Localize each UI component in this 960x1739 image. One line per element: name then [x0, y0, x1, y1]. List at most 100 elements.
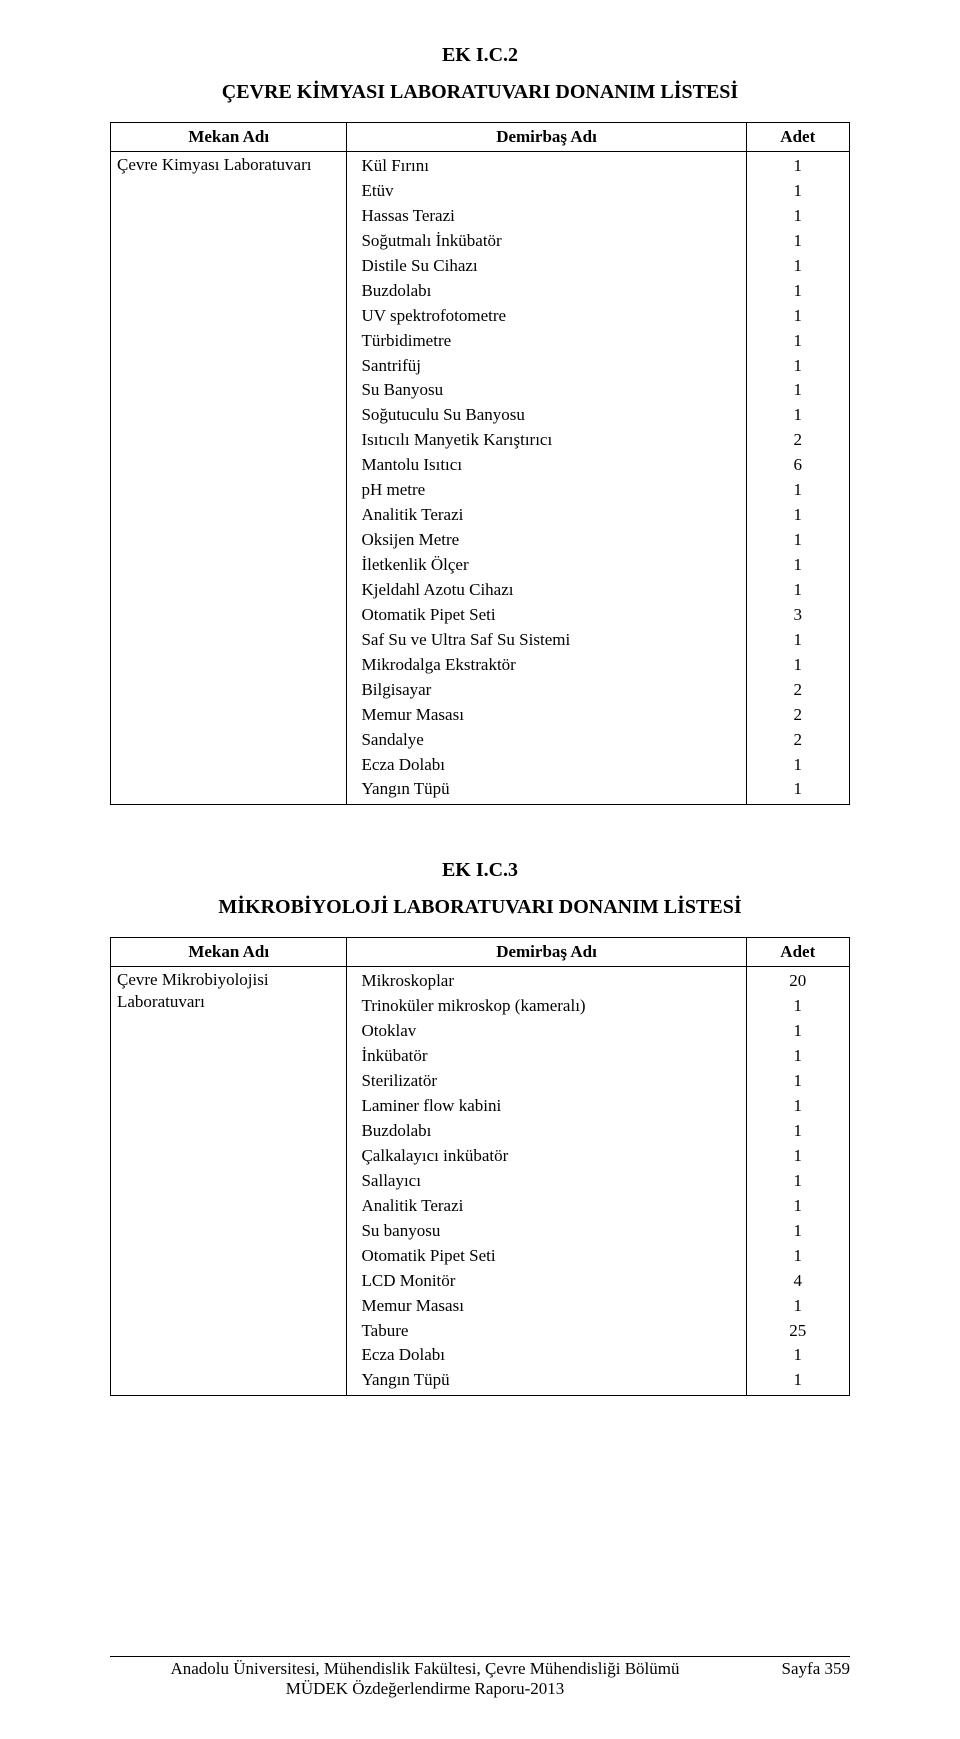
col-mekan-header: Mekan Adı	[111, 938, 347, 967]
list-item: Ecza Dolabı	[353, 1343, 739, 1368]
item-count: 1	[753, 1244, 843, 1269]
col-adet-header: Adet	[746, 938, 849, 967]
item-name: Distile Su Cihazı	[353, 254, 739, 279]
list-item: İletkenlik Ölçer	[353, 553, 739, 578]
item-name: Ecza Dolabı	[353, 753, 739, 778]
list-item: Trinoküler mikroskop (kameralı)	[353, 994, 739, 1019]
item-count: 1	[753, 1294, 843, 1319]
item-count: 1	[753, 329, 843, 354]
counts-cell: 11111111111261111131122211	[746, 152, 849, 805]
list-item: Su Banyosu	[353, 378, 739, 403]
list-item: Bilgisayar	[353, 678, 739, 703]
list-item: Memur Masası	[353, 1294, 739, 1319]
item-name: Santrifüj	[353, 354, 739, 379]
col-demirbas-header: Demirbaş Adı	[347, 938, 746, 967]
list-item: Soğutuculu Su Banyosu	[353, 403, 739, 428]
item-count: 1	[753, 1069, 843, 1094]
col-adet-header: Adet	[746, 123, 849, 152]
item-name: Yangın Tüpü	[353, 777, 739, 802]
item-count: 1	[753, 254, 843, 279]
item-count: 1	[753, 628, 843, 653]
item-name: Ecza Dolabı	[353, 1343, 739, 1368]
footer-line2: MÜDEK Özdeğerlendirme Raporu-2013	[286, 1679, 565, 1698]
item-name: Laminer flow kabini	[353, 1094, 739, 1119]
item-count: 1	[753, 653, 843, 678]
item-count: 1	[753, 777, 843, 802]
list-item: Su banyosu	[353, 1219, 739, 1244]
page-footer: Anadolu Üniversitesi, Mühendislik Fakült…	[110, 1656, 850, 1699]
item-name: Oksijen Metre	[353, 528, 739, 553]
item-name: Memur Masası	[353, 1294, 739, 1319]
item-name: Sandalye	[353, 728, 739, 753]
item-name: UV spektrofotometre	[353, 304, 739, 329]
item-count: 1	[753, 154, 843, 179]
list-item: Laminer flow kabini	[353, 1094, 739, 1119]
list-item: Yangın Tüpü	[353, 1368, 739, 1393]
item-name: Buzdolabı	[353, 1119, 739, 1144]
item-count: 1	[753, 354, 843, 379]
item-name: Yangın Tüpü	[353, 1368, 739, 1393]
item-name: Soğutuculu Su Banyosu	[353, 403, 739, 428]
item-count: 2	[753, 703, 843, 728]
item-count: 1	[753, 994, 843, 1019]
footer-page-number: Sayfa 359	[740, 1659, 850, 1699]
list-item: Soğutmalı İnkübatör	[353, 229, 739, 254]
item-name: Saf Su ve Ultra Saf Su Sistemi	[353, 628, 739, 653]
list-item: Sandalye	[353, 728, 739, 753]
list-item: Saf Su ve Ultra Saf Su Sistemi	[353, 628, 739, 653]
item-name: Etüv	[353, 179, 739, 204]
list-item: Otoklav	[353, 1019, 739, 1044]
list-item: Buzdolabı	[353, 1119, 739, 1144]
list-item: LCD Monitör	[353, 1269, 739, 1294]
item-count: 1	[753, 204, 843, 229]
list-item: Hassas Terazi	[353, 204, 739, 229]
item-count: 6	[753, 453, 843, 478]
item-count: 1	[753, 1044, 843, 1069]
item-count: 2	[753, 678, 843, 703]
item-count: 1	[753, 304, 843, 329]
list-item: Kül Fırını	[353, 154, 739, 179]
item-name: Sterilizatör	[353, 1069, 739, 1094]
item-name: Tabure	[353, 1319, 739, 1344]
item-count: 1	[753, 1019, 843, 1044]
list-item: Tabure	[353, 1319, 739, 1344]
item-name: Otomatik Pipet Seti	[353, 603, 739, 628]
list-item: Distile Su Cihazı	[353, 254, 739, 279]
item-count: 1	[753, 503, 843, 528]
list-item: pH metre	[353, 478, 739, 503]
list-item: İnkübatör	[353, 1044, 739, 1069]
list-item: Buzdolabı	[353, 279, 739, 304]
item-count: 1	[753, 1219, 843, 1244]
item-count: 1	[753, 1144, 843, 1169]
item-name: Buzdolabı	[353, 279, 739, 304]
list-item: Çalkalayıcı inkübatör	[353, 1144, 739, 1169]
item-name: Otoklav	[353, 1019, 739, 1044]
list-item: Isıtıcılı Manyetik Karıştırıcı	[353, 428, 739, 453]
item-count: 1	[753, 378, 843, 403]
item-count: 2	[753, 728, 843, 753]
item-name: İletkenlik Ölçer	[353, 553, 739, 578]
list-item: Mikrodalga Ekstraktör	[353, 653, 739, 678]
item-name: Mikrodalga Ekstraktör	[353, 653, 739, 678]
item-count: 2	[753, 428, 843, 453]
list-item: Yangın Tüpü	[353, 777, 739, 802]
item-count: 1	[753, 1094, 843, 1119]
item-count: 20	[753, 969, 843, 994]
section1-table: Mekan Adı Demirbaş Adı Adet Çevre Kimyas…	[110, 122, 850, 805]
item-name: Trinoküler mikroskop (kameralı)	[353, 994, 739, 1019]
col-demirbas-header: Demirbaş Adı	[347, 123, 746, 152]
document-page: EK I.C.2 ÇEVRE KİMYASI LABORATUVARI DONA…	[0, 0, 960, 1739]
location-cell: Çevre Kimyası Laboratuvarı	[111, 152, 347, 805]
item-count: 1	[753, 478, 843, 503]
item-name: pH metre	[353, 478, 739, 503]
list-item: Oksijen Metre	[353, 528, 739, 553]
list-item: Mantolu Isıtıcı	[353, 453, 739, 478]
item-name: Memur Masası	[353, 703, 739, 728]
item-count: 25	[753, 1319, 843, 1344]
location-cell: Çevre Mikrobiyolojisi Laboratuvarı	[111, 967, 347, 1396]
item-name: LCD Monitör	[353, 1269, 739, 1294]
item-name: Otomatik Pipet Seti	[353, 1244, 739, 1269]
item-count: 1	[753, 1194, 843, 1219]
table-header-row: Mekan Adı Demirbaş Adı Adet	[111, 938, 850, 967]
list-item: Analitik Terazi	[353, 503, 739, 528]
